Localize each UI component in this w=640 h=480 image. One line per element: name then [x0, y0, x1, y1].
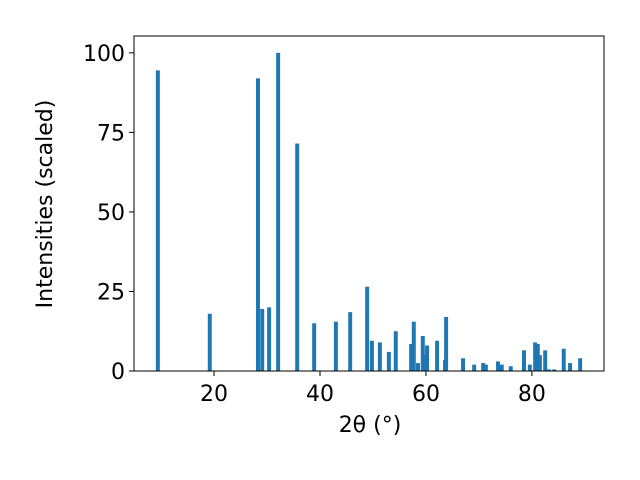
bar	[420, 336, 425, 371]
bar	[527, 364, 532, 371]
bar	[386, 351, 391, 371]
bar	[377, 342, 382, 371]
bar	[483, 364, 488, 371]
bar	[472, 364, 477, 371]
bar	[256, 78, 260, 371]
bar	[409, 343, 414, 371]
bar	[561, 348, 566, 371]
bar	[425, 345, 430, 371]
y-axis-label: Intensities (scaled)	[33, 100, 58, 309]
bar	[496, 361, 501, 371]
bar	[552, 369, 557, 371]
x-tick-label: 60	[412, 382, 440, 407]
bar	[537, 355, 542, 371]
x-tick-label: 40	[306, 382, 334, 407]
bar	[522, 350, 526, 371]
bar	[535, 343, 540, 371]
bar	[393, 331, 398, 371]
y-tick-label: 100	[83, 42, 125, 67]
bar	[435, 340, 440, 371]
bar	[578, 358, 583, 371]
bar	[295, 143, 300, 371]
bar	[481, 363, 486, 371]
bar	[533, 342, 538, 371]
x-tick-label: 80	[518, 382, 546, 407]
y-tick-label: 75	[97, 121, 125, 146]
bar	[543, 350, 548, 371]
plot-frame	[133, 35, 605, 372]
bar	[348, 312, 353, 371]
bar	[369, 340, 374, 371]
bar	[546, 369, 551, 371]
bar	[333, 321, 338, 371]
bar	[312, 323, 317, 371]
bar	[155, 70, 160, 371]
bar	[416, 363, 421, 371]
bar	[207, 313, 212, 371]
x-axis-label: 2θ (°)	[339, 413, 402, 438]
y-tick-label: 25	[97, 280, 125, 305]
bar	[568, 363, 573, 371]
bar	[444, 316, 449, 371]
bar	[365, 286, 370, 371]
y-tick-label: 50	[97, 201, 125, 226]
bar	[260, 308, 265, 371]
bar	[508, 366, 513, 371]
bar	[499, 364, 504, 371]
bar	[267, 307, 272, 371]
bar	[276, 52, 281, 371]
x-tick-label: 20	[200, 382, 228, 407]
bar	[461, 358, 466, 371]
bar	[411, 321, 416, 371]
y-tick-label: 0	[111, 360, 125, 385]
